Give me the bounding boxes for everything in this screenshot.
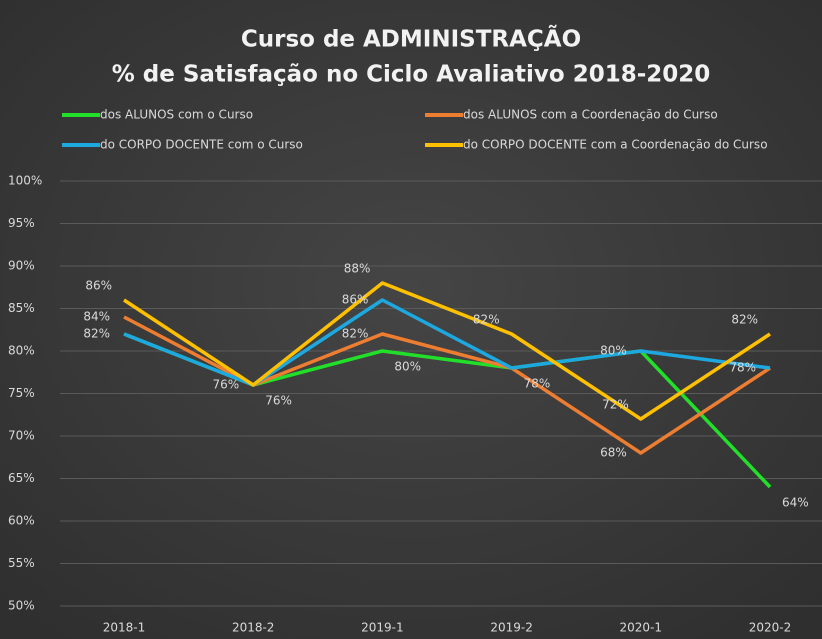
y-tick-label: 90% [8,259,35,273]
data-label: 82% [731,313,758,327]
y-tick-label: 55% [8,556,35,570]
data-label: 82% [83,327,110,341]
data-label: 76% [213,378,240,392]
data-label: 80% [394,360,421,374]
y-tick-label: 60% [8,514,35,528]
y-tick-label: 65% [8,471,35,485]
chart-title: Curso de ADMINISTRAÇÃO [241,25,581,53]
x-tick-label: 2019-1 [361,621,404,635]
data-label: 82% [473,313,500,327]
legend-label: dos ALUNOS com a Coordenação do Curso [463,108,718,122]
y-tick-label: 75% [8,386,35,400]
y-tick-label: 95% [8,216,35,230]
data-label: 78% [524,377,551,391]
data-label: 82% [342,327,369,341]
y-tick-label: 85% [8,301,35,315]
y-tick-label: 100% [8,174,42,188]
series-line [123,281,771,421]
legend-label: do CORPO DOCENTE com a Coordenação do Cu… [463,138,768,152]
data-label: 78% [729,361,756,375]
x-tick-label: 2020-2 [749,621,792,635]
chart-subtitle: % de Satisfação no Ciclo Avaliativo 2018… [112,62,711,88]
x-tick-label: 2018-1 [103,621,146,635]
y-tick-label: 50% [8,599,35,613]
x-tick-label: 2018-2 [232,621,275,635]
y-tick-label: 80% [8,344,35,358]
data-label: 72% [602,398,629,412]
series-line [123,298,771,387]
data-label: 68% [600,446,627,460]
data-label: 76% [265,394,292,408]
data-label: 80% [600,344,627,358]
data-label: 64% [782,496,809,510]
legend-label: do CORPO DOCENTE com o Curso [100,138,303,152]
data-label: 86% [342,293,369,307]
legend-label: dos ALUNOS com o Curso [100,108,253,122]
data-label: 84% [83,310,110,324]
series-line [123,315,771,455]
x-tick-label: 2019-2 [490,621,533,635]
data-label: 86% [85,279,112,293]
y-tick-label: 70% [8,429,35,443]
x-tick-label: 2020-1 [620,621,663,635]
data-label: 88% [344,262,371,276]
